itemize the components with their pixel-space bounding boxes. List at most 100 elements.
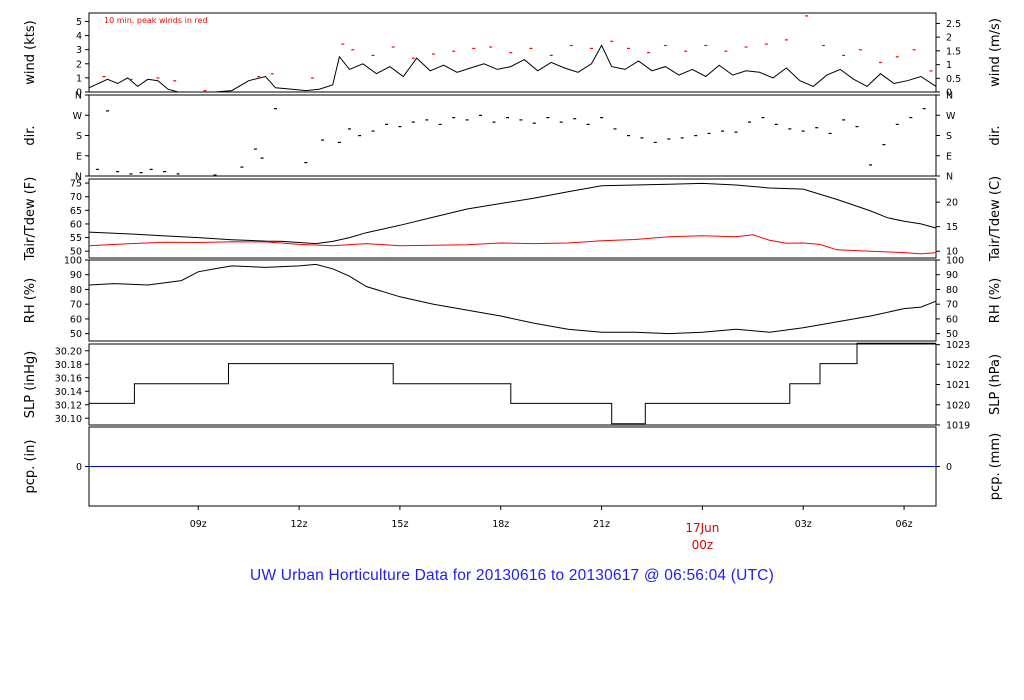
dir-left-tick-label: N [75, 172, 82, 183]
wind-series-1-point [549, 54, 553, 56]
dir-series-0-point [337, 141, 341, 143]
dir-left-tick-label: N [75, 91, 82, 102]
temp-right-tick-label: 20 [946, 198, 958, 209]
wind-right-tick-label: 0 [946, 88, 952, 99]
temp-left-axis-label: Tair/Tdew (F) [23, 177, 38, 262]
rh-left-tick-label: 60 [70, 314, 82, 325]
dir-series-0-point [882, 144, 886, 146]
wind-panel-frame [88, 12, 937, 93]
dir-right-tick-label: S [946, 131, 952, 142]
wind-series-1-point [432, 53, 435, 55]
slp-left-tick-label: 30.18 [55, 360, 82, 371]
wind-series-1-point [341, 43, 345, 45]
time-axis-tick-label: 18z [492, 519, 509, 530]
wind-series-1-point [452, 50, 456, 52]
rh-left-tick-label: 50 [70, 329, 82, 340]
slp-left-tick-label: 30.10 [55, 414, 82, 425]
dir-series-0-point [748, 121, 751, 123]
wind-series-1-point [879, 61, 882, 64]
wind-left-tick-label: 3 [76, 45, 82, 56]
wind-series-1-point [610, 40, 614, 42]
dir-series-0-point [546, 117, 550, 119]
dir-series-0-point [627, 135, 630, 137]
temp-right-axis-label: Tair/Tdew (C) [988, 176, 1003, 262]
dir-left-tick-label: S [76, 131, 82, 142]
slp-panel-frame [88, 343, 937, 426]
slp-left-tick-label: 30.16 [55, 373, 82, 384]
wind-series-1-point [784, 39, 788, 41]
dir-series-0-point [411, 121, 415, 123]
wind-right-tick-label: 0.5 [946, 74, 961, 85]
time-axis-date-hour-label: 00z [692, 538, 714, 552]
wind-series-1-point [647, 52, 651, 54]
wind-series-1-point [156, 77, 160, 79]
dir-series-0-point [855, 126, 859, 128]
dir-series-0-point [452, 117, 456, 119]
dir-series-0-point [385, 123, 388, 125]
dir-series-0-point [398, 126, 402, 128]
dir-series-0-point [240, 166, 244, 168]
dir-series-0-point [321, 139, 325, 141]
dir-series-0-point [895, 123, 899, 125]
wind-series-1-point [472, 47, 476, 49]
temp-right-tick-label: 15 [946, 222, 958, 233]
wind-series-1-point [270, 73, 274, 75]
rh-left-tick-label: 90 [70, 270, 82, 281]
wind-series-1-point [351, 49, 355, 51]
slp-left-tick-label: 30.12 [55, 400, 82, 411]
temp-panel-frame [88, 178, 937, 259]
dir-series-0-point [106, 110, 109, 112]
wind-right-axis-label: wind (m/s) [988, 18, 1003, 87]
wind-series-1-point [627, 47, 630, 49]
dir-series-0-point [734, 131, 738, 133]
dir-series-0-point [600, 117, 604, 119]
wind-series-1-point [684, 50, 688, 52]
slp-left-tick-label: 30.14 [55, 387, 82, 398]
wind-series-0-line [88, 44, 937, 93]
dir-panel-frame [88, 94, 937, 177]
dir-series-0-point [909, 117, 913, 119]
wind-series-1-point [895, 56, 899, 58]
dir-series-0-point [506, 117, 509, 119]
pcp-left-axis-label: pcp. (in) [23, 440, 38, 494]
wind-series-1-point [311, 77, 314, 79]
dir-right-tick-label: E [946, 151, 952, 162]
wind-series-1-point [569, 44, 573, 47]
wind-series-1-point [704, 44, 708, 47]
rh-right-tick-label: 50 [946, 329, 958, 340]
dir-series-0-point [694, 135, 698, 137]
dir-series-0-point [788, 128, 792, 130]
wind-series-1-point [509, 52, 513, 54]
dir-series-0-point [532, 122, 536, 124]
temp-left-tick-label: 55 [70, 233, 82, 244]
wind-series-1-point [744, 46, 748, 48]
dir-series-0-point [116, 171, 120, 173]
wind-series-1-point [590, 47, 593, 49]
dir-series-0-point [519, 119, 523, 121]
wind-series-1-point [858, 49, 862, 51]
slp-right-axis-label: SLP (hPa) [988, 354, 1003, 415]
slp-right-tick-label: 1020 [946, 400, 970, 411]
wind-series-1-point [912, 49, 916, 51]
wind-series-1-point [821, 44, 825, 47]
dir-series-0-point [213, 174, 217, 176]
dir-left-axis-label: dir. [23, 125, 38, 145]
temp-series-tair-line [88, 182, 937, 245]
wind-series-1-point [489, 46, 493, 48]
dir-series-0-point [640, 137, 644, 139]
wind-series-1-point [173, 80, 177, 82]
rh-left-tick-label: 80 [70, 285, 82, 296]
rh-right-tick-label: 70 [946, 300, 958, 311]
peak-wind-annotation: 10 min. peak winds in red [104, 16, 208, 25]
dir-series-0-point [774, 123, 778, 125]
pcp-left-tick-label: 0 [76, 462, 82, 473]
rh-left-tick-label: 100 [64, 256, 82, 267]
dir-right-tick-label: N [946, 172, 953, 183]
dir-series-0-point [95, 168, 99, 170]
slp-right-tick-label: 1022 [946, 360, 970, 371]
slp-left-tick-label: 30.20 [55, 346, 82, 357]
time-axis-tick-label: 09z [190, 519, 207, 530]
dir-series-0-point [667, 138, 671, 140]
dir-series-0-point [129, 173, 133, 175]
wind-series-1-point [663, 44, 667, 47]
